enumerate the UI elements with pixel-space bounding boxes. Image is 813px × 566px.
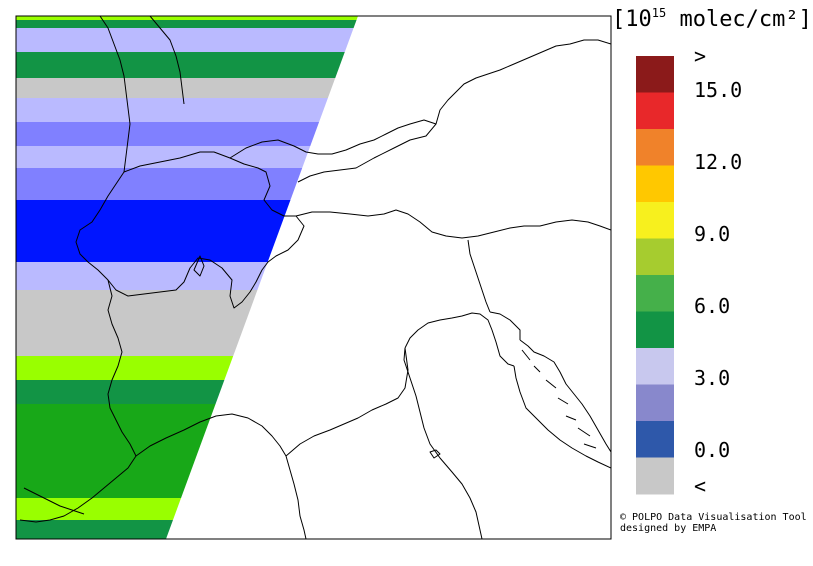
italy-west-coast [135, 413, 307, 539]
legend-swatch-12-13.5 [636, 165, 674, 203]
legend-swatch-1.5-3 [636, 421, 674, 458]
legend-tick-label: < [694, 474, 707, 498]
germany-north-border [149, 16, 185, 105]
coastline-gulf-of-genoa [404, 312, 515, 367]
swath-band [16, 330, 358, 356]
swath-band [16, 168, 358, 200]
legend-tick-label: 3.0 [694, 366, 731, 390]
swath-band [16, 520, 358, 539]
legend-swatch-10.5-12 [636, 202, 674, 239]
swath-band [16, 404, 358, 470]
switzerland-border [75, 151, 305, 309]
legend-swatch-3-4.5 [636, 384, 674, 422]
legend-tick-label: 9.0 [694, 222, 731, 246]
credit-line-2: designed by EMPA [620, 523, 717, 534]
swath-band [16, 98, 358, 122]
legend-swatch-4.5-6 [636, 348, 674, 385]
legend-swatch-13.5-15 [636, 129, 674, 166]
legend-tick-label: 15.0 [694, 78, 743, 102]
legend-swatch-15-16.5 [636, 92, 674, 130]
south-coast [23, 487, 85, 515]
map-frame [15, 15, 612, 540]
satellite-swath [16, 16, 358, 539]
legend-colorbar [636, 56, 674, 495]
swath-band [16, 200, 358, 240]
croatia-islands [521, 349, 597, 449]
legend-swatch-6-7.5 [636, 311, 674, 349]
germany-austria-border [229, 119, 437, 159]
swath-band [16, 78, 358, 98]
legend-swatch-9-10.5 [636, 238, 674, 276]
swath-band [16, 262, 358, 290]
legend-swatch-under [636, 457, 674, 495]
coastline-croatia [519, 339, 611, 453]
coastline-tyrrhenian [403, 347, 483, 539]
elba-island [429, 449, 441, 459]
swath-band [16, 122, 358, 146]
rhine-border [99, 16, 131, 173]
unit-text: molec/cm² [679, 7, 799, 32]
austria-italy-border [295, 209, 611, 239]
swath-band [16, 470, 358, 498]
slovenia-border [489, 311, 521, 340]
swath-band [16, 16, 358, 20]
legend-swatch-7.5-9 [636, 275, 674, 312]
coastline-adriatic-italy [513, 365, 611, 469]
legend-tick-label: 6.0 [694, 294, 731, 318]
legend-tick-label: > [694, 44, 707, 68]
swath-band [16, 290, 358, 330]
country-borders [19, 16, 611, 539]
swath-band [16, 356, 358, 380]
swath-band [16, 380, 358, 404]
swath-band [16, 28, 358, 52]
swath-band [16, 52, 358, 78]
swath-band [16, 146, 358, 168]
italy-north-coast [285, 347, 409, 457]
unit-exponent: 15 [651, 6, 667, 20]
italy-slovenia-border [467, 239, 491, 313]
legend-title: [1015 molec/cm²] [612, 6, 812, 32]
legend-tick-label: 12.0 [694, 150, 743, 174]
legend-tick-label: 0.0 [694, 438, 731, 462]
alpine-border [297, 39, 611, 183]
swath-band [16, 20, 358, 28]
legend-swatch-over [636, 56, 674, 93]
swath-band [16, 240, 358, 262]
swath-band [16, 498, 358, 520]
lake-border [193, 255, 205, 277]
credit-line-1: © POLPO Data Visualisation Tool [620, 512, 807, 523]
